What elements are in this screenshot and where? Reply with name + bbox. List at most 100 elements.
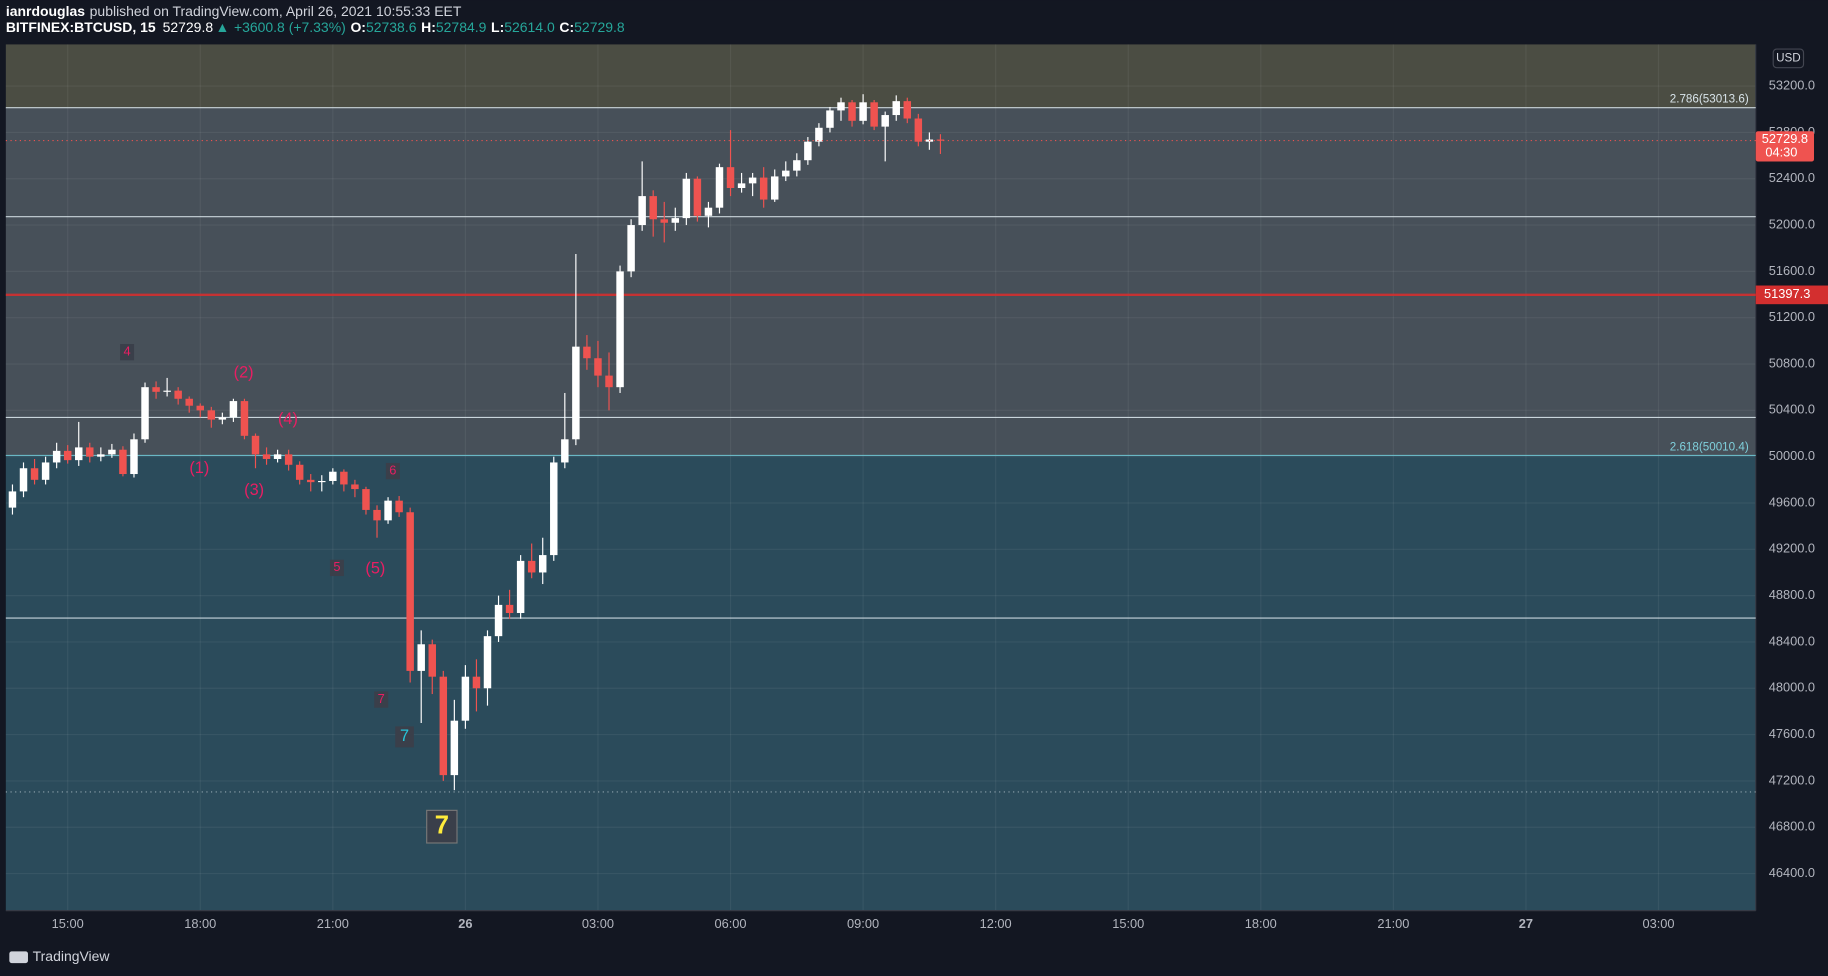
candle-body: [395, 500, 403, 513]
y-tick-label: 48800.0: [1769, 587, 1815, 602]
candle-body: [837, 102, 845, 111]
annotation: 7: [378, 691, 385, 706]
candle-body: [804, 141, 812, 161]
candle-body: [318, 480, 326, 483]
x-tick-label: 15:00: [52, 916, 84, 931]
change: +3600.8 (+7.33%): [234, 19, 346, 35]
ohlc-label: L:: [491, 19, 504, 35]
candle-body: [461, 676, 470, 721]
candle-body: [52, 450, 61, 463]
y-tick-label: 50800.0: [1769, 355, 1815, 370]
candle-body: [848, 102, 856, 121]
candle-body: [594, 358, 602, 376]
zone: [5, 44, 1756, 109]
annotation: 7: [400, 727, 409, 745]
y-tick-label: 47600.0: [1769, 726, 1815, 741]
candle-body: [572, 346, 580, 440]
annotation-box: [374, 691, 389, 708]
x-tick-label: 27: [1519, 916, 1533, 931]
candle-body: [881, 115, 889, 127]
x-tick-label: 26: [458, 916, 472, 931]
candle-body: [782, 170, 790, 177]
y-tick-label: 50400.0: [1769, 402, 1815, 417]
level-label: 2.786(53013.6): [1670, 93, 1749, 106]
candle-body: [472, 676, 481, 689]
candle-body: [406, 512, 414, 671]
candle-body: [240, 401, 249, 436]
candle-body: [384, 500, 392, 521]
candle-body: [185, 398, 193, 406]
y-tick-label: 47200.0: [1769, 772, 1815, 787]
x-tick-label: 21:00: [1377, 916, 1409, 931]
y-tick-label: 50000.0: [1769, 448, 1815, 463]
candle-body: [119, 449, 127, 475]
candle-body: [936, 139, 945, 141]
annotation: 5: [333, 559, 340, 574]
candle-body: [583, 346, 591, 359]
candle-body: [770, 176, 779, 200]
candle-body: [914, 118, 923, 142]
candle-body: [329, 471, 337, 481]
candle-body: [108, 449, 116, 455]
candle-body: [152, 387, 160, 392]
price-tag-label: 51397.3: [1764, 286, 1810, 301]
last: 52729.8: [163, 19, 214, 35]
ohlc-label: O:: [350, 19, 366, 35]
candle-body: [450, 720, 459, 776]
y-tick-label: 46800.0: [1769, 819, 1815, 834]
candle-body: [273, 454, 282, 459]
annotation: 4: [124, 344, 131, 359]
candle-body: [284, 454, 293, 465]
x-tick-label: 18:00: [1245, 916, 1277, 931]
currency: USD: [1776, 51, 1801, 64]
x-tick-label: 09:00: [847, 916, 879, 931]
candle-body: [892, 101, 900, 116]
candle-body: [307, 479, 315, 483]
annotation: 6: [389, 462, 396, 477]
candle-body: [19, 468, 28, 492]
y-tick-label: 49200.0: [1769, 541, 1815, 556]
y-tick-label: 53200.0: [1769, 77, 1815, 92]
candle-body: [649, 196, 657, 220]
ohlc-label: C:: [559, 19, 574, 35]
last-price-label: 52729.8: [1762, 131, 1808, 146]
candle-body: [616, 271, 624, 388]
candle-body: [638, 196, 646, 226]
footer-brand: TradingView: [33, 948, 111, 964]
candle-body: [682, 178, 691, 219]
candle-body: [207, 410, 216, 420]
x-tick-label: 15:00: [1112, 916, 1144, 931]
candle-body: [505, 604, 514, 613]
candle-body: [262, 454, 271, 459]
candle-body: [561, 439, 569, 463]
author: ianrdouglas: [6, 2, 85, 18]
candle-body: [196, 405, 204, 411]
y-tick-label: 48400.0: [1769, 633, 1815, 648]
candle-body: [86, 447, 94, 457]
published: published on TradingView.com, April 26, …: [90, 2, 462, 18]
annotation-box: [120, 344, 135, 361]
candle-body: [605, 375, 613, 388]
candle-body: [660, 219, 668, 223]
candle-body: [351, 484, 359, 490]
candle-body: [63, 450, 72, 461]
annotation: (1): [189, 459, 209, 477]
candle-body: [174, 390, 182, 399]
x-tick-label: 06:00: [714, 916, 746, 931]
price-tag: [1755, 285, 1828, 305]
ohlc-value: 52614.0: [504, 19, 555, 35]
candle-body: [759, 177, 768, 200]
candle-body: [859, 102, 867, 121]
candle-body: [494, 604, 503, 637]
legend-line: BITFINEX:BTCUSD, 15 52729.8 ▲ +3600.8 (+7.3…: [6, 19, 625, 35]
candle-body: [295, 464, 304, 480]
x-tick-label: 03:00: [1642, 916, 1674, 931]
annotation-box: [395, 726, 414, 748]
last-price-tag: [1755, 131, 1815, 162]
zone: [5, 107, 1756, 456]
candle-body: [417, 644, 425, 671]
ohlc-label: H:: [421, 19, 436, 35]
candle-body: [715, 167, 724, 208]
candle-body: [483, 636, 492, 689]
